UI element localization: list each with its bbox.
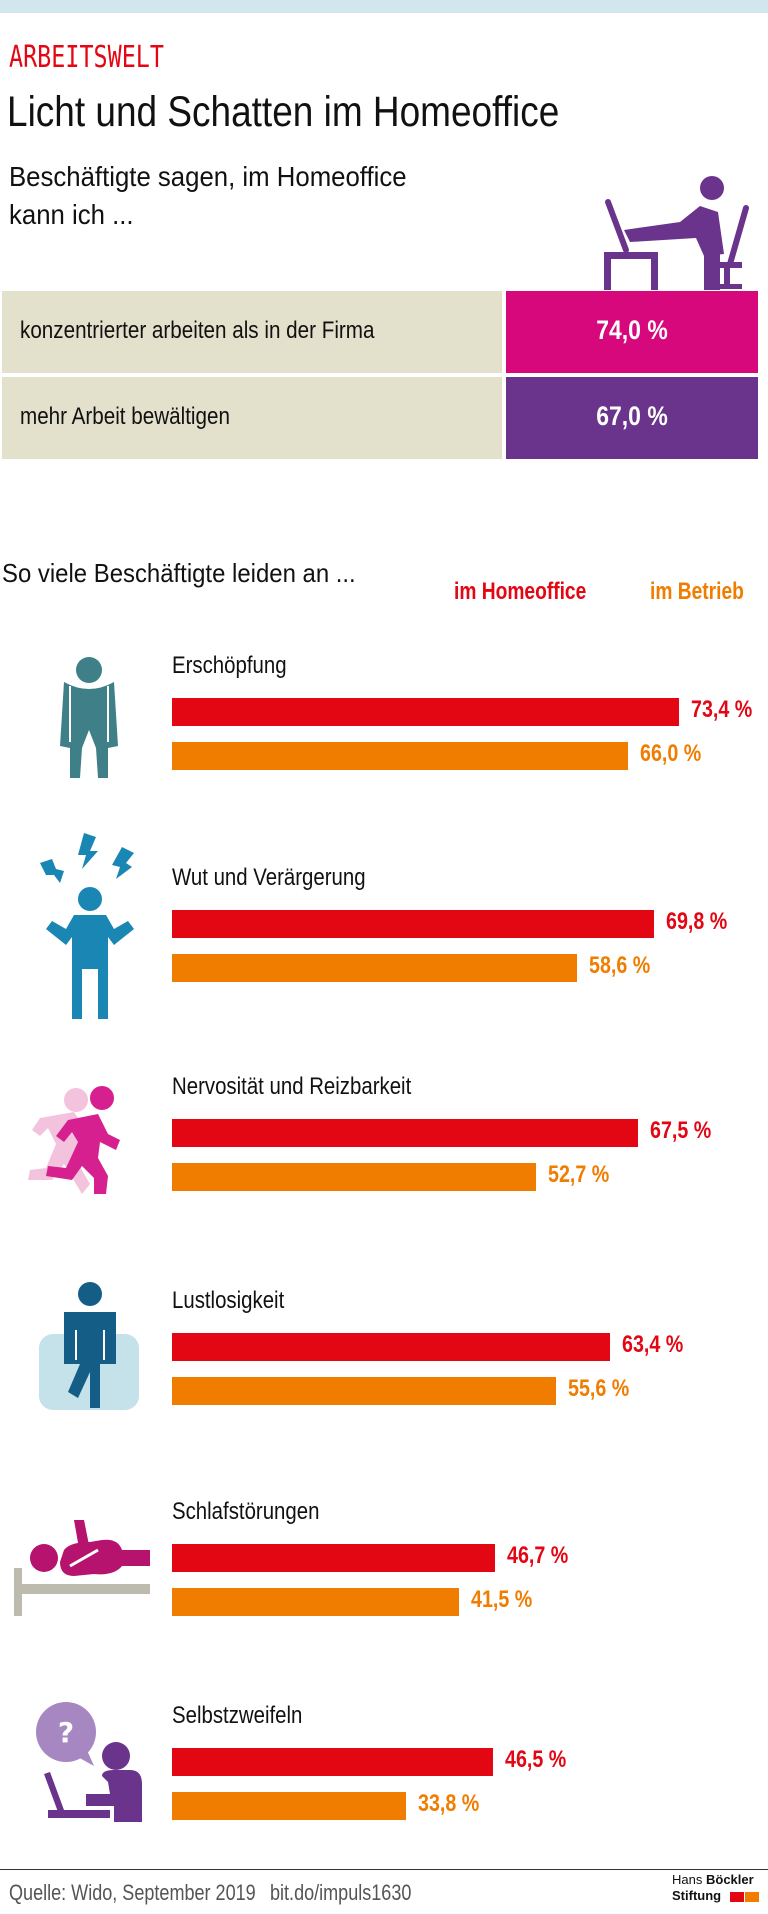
bar-homeoffice [172, 1119, 639, 1147]
category-label: Wut und Verärgerung [172, 864, 366, 891]
stat-value: 74,0 % [596, 315, 668, 345]
legend-work: im Betrieb [650, 578, 744, 605]
exhausted-person-icon [60, 657, 118, 778]
stat-label: konzentrierter arbeiten als in der Firma [20, 317, 375, 344]
intro-line-1: Beschäftigte sagen, im Homeoffice [9, 161, 407, 192]
bar-betrieb [172, 954, 577, 982]
value-label-homeoffice: 73,4 % [691, 696, 753, 723]
stat-label-cell: konzentrierter arbeiten als in der Firma [2, 291, 502, 373]
stat-label: mehr Arbeit bewältigen [20, 403, 230, 430]
value-label-homeoffice: 46,7 % [506, 1542, 568, 1569]
logo-word-hans: Hans [672, 1872, 703, 1887]
category-label: Selbstzweifeln [172, 1702, 303, 1729]
chart-title: So viele Beschäftigte leiden an ... [2, 558, 356, 588]
sleeping-person-icon [14, 1520, 150, 1616]
value-label-betrieb: 58,6 % [588, 952, 651, 979]
hans-boeckler-logo: Hans Böckler Stiftung [672, 1872, 764, 1910]
legend-home: im Homeoffice [454, 578, 587, 605]
top-band [0, 0, 768, 13]
desk-worker-icon [604, 176, 749, 290]
value-label-betrieb: 66,0 % [640, 740, 702, 767]
logo-line-1: Hans Böckler [672, 1872, 754, 1887]
bar-homeoffice [172, 1333, 611, 1361]
source-text: Quelle: Wido, September 2019 [9, 1880, 256, 1905]
value-label-homeoffice: 67,5 % [650, 1117, 712, 1144]
logo-orange-square [745, 1892, 759, 1902]
source-link[interactable]: bit.do/impuls1630 [270, 1880, 412, 1905]
stat-value-cell: 67,0 % [506, 377, 758, 459]
bar-homeoffice [172, 1748, 494, 1776]
listless-person-icon [39, 1282, 139, 1410]
category-label: Lustlosigkeit [172, 1287, 285, 1314]
category-label: Erschöpfung [172, 652, 287, 679]
self-doubt-person-icon: ? [36, 1702, 142, 1822]
stat-row: konzentrierter arbeiten als in der Firma… [2, 291, 758, 373]
logo-red-square [730, 1892, 744, 1902]
footer-divider [0, 1869, 768, 1870]
value-label-betrieb: 33,8 % [417, 1790, 479, 1817]
bar-betrieb [172, 1163, 537, 1191]
bar-homeoffice [172, 698, 680, 726]
running-person-icon [28, 1086, 120, 1194]
bar-betrieb [172, 1792, 406, 1820]
category-label: Nervosität und Reizbarkeit [172, 1073, 412, 1100]
value-label-homeoffice: 63,4 % [622, 1331, 684, 1358]
intro-text: Beschäftigte sagen, im Homeoffice kann i… [9, 158, 407, 234]
value-label-betrieb: 55,6 % [568, 1375, 630, 1402]
bar-betrieb [172, 742, 629, 770]
value-label-betrieb: 41,5 % [470, 1586, 533, 1613]
logo-line-2: Stiftung [672, 1888, 722, 1903]
kicker: ARBEITSWELT [9, 40, 164, 75]
stat-value: 67,0 % [596, 401, 668, 431]
intro-line-2: kann ich ... [9, 199, 134, 230]
question-mark: ? [58, 1716, 74, 1749]
value-label-homeoffice: 46,5 % [505, 1746, 567, 1773]
value-label-homeoffice: 69,8 % [666, 908, 728, 935]
category-label: Schlafstörungen [172, 1498, 320, 1525]
bar-betrieb [172, 1588, 459, 1616]
stat-value-cell: 74,0 % [506, 291, 758, 373]
page-title: Licht und Schatten im Homeoffice [7, 88, 560, 136]
stat-row: mehr Arbeit bewältigen 67,0 % [2, 377, 758, 459]
bar-homeoffice [172, 910, 655, 938]
logo-word-boeckler: Böckler [705, 1872, 754, 1887]
angry-person-icon [40, 833, 134, 1019]
value-label-betrieb: 52,7 % [548, 1161, 610, 1188]
bar-betrieb [172, 1377, 557, 1405]
stat-label-cell: mehr Arbeit bewältigen [2, 377, 502, 459]
bar-homeoffice [172, 1544, 495, 1572]
